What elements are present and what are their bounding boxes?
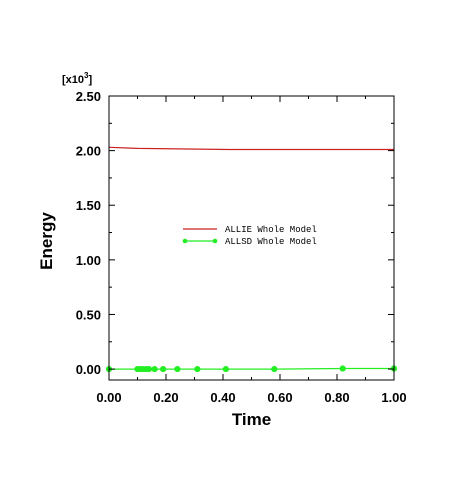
legend-label: ALLSD Whole Model — [225, 237, 317, 247]
y-tick-label: 1.00 — [76, 253, 101, 268]
data-point — [174, 365, 181, 373]
multiplier-exponent: 3 — [84, 71, 89, 80]
legend-marker — [182, 238, 188, 244]
x-tick-label: 1.00 — [381, 390, 406, 405]
x-tick-label: 0.60 — [267, 390, 292, 405]
legend-box — [179, 222, 332, 248]
data-point — [145, 365, 152, 373]
legend-marker — [212, 238, 218, 244]
axes: 0.00 0.20 0.40 0.60 0.80 1.00 0.00 0.50 1.00 1.50… — [37, 71, 407, 429]
x-axis-title: Time — [232, 410, 271, 429]
series-1 — [108, 146, 394, 151]
data-point — [222, 365, 229, 373]
data-point — [194, 365, 201, 373]
multiplier-base: [x10 — [62, 74, 84, 86]
y-multiplier-label: [x103] — [62, 71, 92, 86]
data-point — [151, 365, 158, 373]
x-tick-label: 0.00 — [96, 390, 121, 405]
y-tick-label: 2.50 — [76, 89, 101, 104]
x-tick-label: 0.20 — [153, 390, 178, 405]
x-tick-label: 0.40 — [210, 390, 235, 405]
y-tick-label: 0.00 — [76, 362, 101, 377]
y-axis-title: Energy — [37, 212, 56, 270]
legend-label: ALLIE Whole Model — [225, 225, 317, 235]
data-point — [271, 365, 278, 373]
x-tick-label: 0.80 — [324, 390, 349, 405]
y-tick-label: 0.50 — [76, 307, 101, 322]
y-tick-label: 1.50 — [76, 198, 101, 213]
series-2 — [105, 365, 398, 373]
legend: ALLIE Whole Model ALLSD Whole Model — [179, 222, 332, 248]
series-line — [108, 146, 394, 151]
series-group — [105, 146, 398, 373]
data-point — [160, 365, 167, 373]
y-tick-label: 2.00 — [76, 144, 101, 159]
data-point — [339, 365, 346, 372]
multiplier-close: ] — [88, 74, 92, 86]
